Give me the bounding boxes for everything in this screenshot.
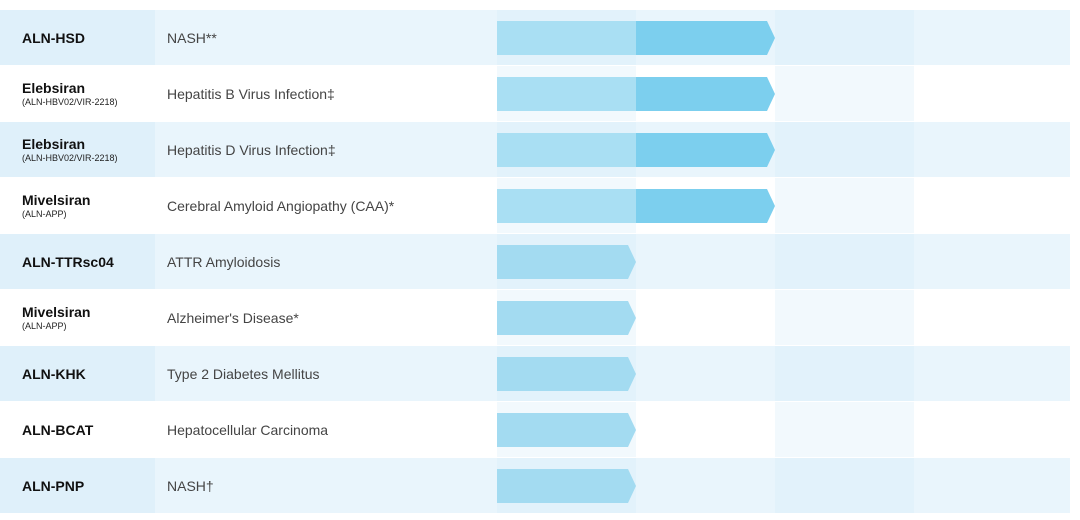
column-band xyxy=(775,122,914,177)
name-cell: Mivelsiran (ALN-APP) xyxy=(0,290,155,345)
drug-code: (ALN-APP) xyxy=(22,209,67,219)
phase-bar xyxy=(497,20,775,55)
phase-segment xyxy=(497,244,636,279)
name-cell: ALN-HSD xyxy=(0,10,155,65)
phase-segment xyxy=(497,132,636,167)
drug-name: ALN-KHK xyxy=(22,365,86,382)
phase-bar xyxy=(497,244,636,279)
column-band xyxy=(775,458,914,513)
phase-segment xyxy=(497,412,636,447)
column-band xyxy=(775,10,914,65)
indication: Hepatocellular Carcinoma xyxy=(167,421,329,438)
phase-segment xyxy=(636,188,775,223)
phase-segment xyxy=(497,300,636,335)
pipeline-row: ALN-TTRsc04 ATTR Amyloidosis xyxy=(0,234,1070,289)
pipeline-row: Mivelsiran (ALN-APP) Alzheimer's Disease* xyxy=(0,290,1070,345)
pipeline-row: Elebsiran (ALN-HBV02/VIR-2218) Hepatitis D… xyxy=(0,122,1070,177)
drug-name: Elebsiran xyxy=(22,80,86,96)
phase-bar xyxy=(497,468,636,503)
name-cell: Elebsiran (ALN-HBV02/VIR-2218) xyxy=(0,122,155,177)
name-cell: Mivelsiran (ALN-APP) xyxy=(0,178,155,233)
column-band xyxy=(775,346,914,401)
pipeline-row: Elebsiran (ALN-HBV02/VIR-2218) Hepatitis B… xyxy=(0,66,1070,121)
pipeline-row: ALN-BCAT Hepatocellular Carcinoma xyxy=(0,402,1070,457)
phase-segment xyxy=(497,468,636,503)
indication: NASH† xyxy=(167,477,214,494)
indication: Hepatitis D Virus Infection‡ xyxy=(167,141,336,158)
column-band xyxy=(775,66,914,121)
drug-name: Elebsiran xyxy=(22,136,86,152)
pipeline-row: ALN-PNP NASH† xyxy=(0,458,1070,513)
name-cell: ALN-TTRsc04 xyxy=(0,234,155,289)
indication: Type 2 Diabetes Mellitus xyxy=(167,365,320,382)
phase-segment xyxy=(497,20,636,55)
phase-segment xyxy=(497,76,636,111)
name-cell: ALN-BCAT xyxy=(0,402,155,457)
indication: Hepatitis B Virus Infection‡ xyxy=(167,85,335,102)
name-cell: ALN-KHK xyxy=(0,346,155,401)
phase-bar xyxy=(497,356,636,391)
drug-name: ALN-PNP xyxy=(22,477,85,494)
phase-segment xyxy=(636,76,775,111)
pipeline-row: Mivelsiran (ALN-APP) Cerebral Amyloid Angi… xyxy=(0,178,1070,233)
drug-name: ALN-BCAT xyxy=(22,421,94,438)
phase-bar xyxy=(497,132,775,167)
column-band xyxy=(775,178,914,233)
name-cell: ALN-PNP xyxy=(0,458,155,513)
indication: Alzheimer's Disease* xyxy=(167,309,299,326)
phase-segment xyxy=(636,20,775,55)
column-band xyxy=(775,290,914,345)
phase-bar xyxy=(497,300,636,335)
drug-code: (ALN-HBV02/VIR-2218) xyxy=(22,97,118,107)
pipeline-row: ALN-HSD NASH** xyxy=(0,10,1070,65)
phase-segment xyxy=(497,188,636,223)
drug-name: ALN-TTRsc04 xyxy=(22,253,114,270)
column-band xyxy=(775,402,914,457)
indication: ATTR Amyloidosis xyxy=(167,253,281,270)
indication: NASH** xyxy=(167,29,217,46)
phase-segment xyxy=(497,356,636,391)
drug-code: (ALN-HBV02/VIR-2218) xyxy=(22,153,118,163)
drug-name: ALN-HSD xyxy=(22,29,85,46)
name-cell: Elebsiran (ALN-HBV02/VIR-2218) xyxy=(0,66,155,121)
drug-name: Mivelsiran xyxy=(22,192,91,208)
phase-bar xyxy=(497,76,775,111)
phase-bar xyxy=(497,188,775,223)
phase-bar xyxy=(497,412,636,447)
drug-name: Mivelsiran xyxy=(22,304,91,320)
pipeline-row: ALN-KHK Type 2 Diabetes Mellitus xyxy=(0,346,1070,401)
phase-segment xyxy=(636,132,775,167)
column-band xyxy=(775,234,914,289)
drug-code: (ALN-APP) xyxy=(22,321,67,331)
indication: Cerebral Amyloid Angiopathy (CAA)* xyxy=(167,197,395,214)
